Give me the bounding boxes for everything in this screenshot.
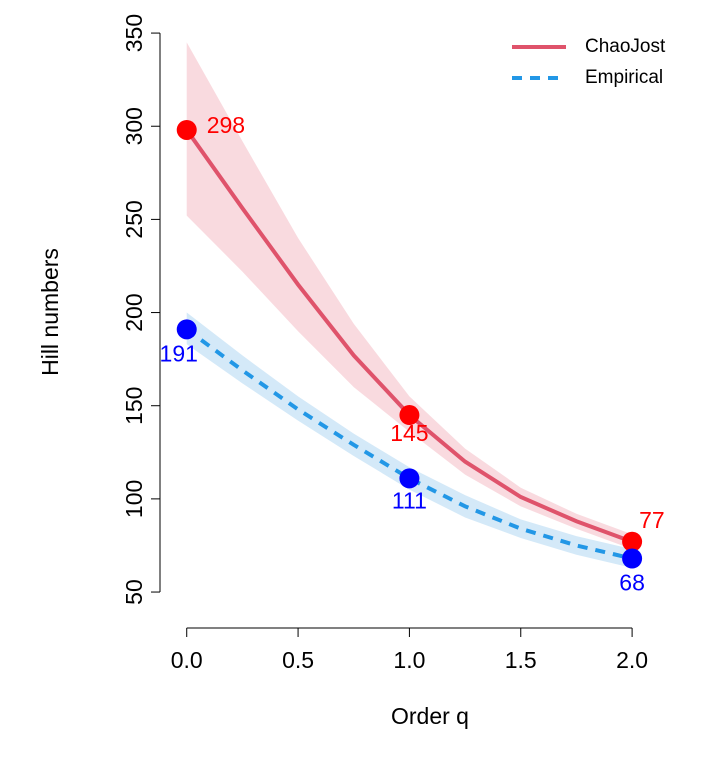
x-tick-label: 0.0 xyxy=(171,647,203,673)
value-label: 68 xyxy=(619,570,645,596)
point xyxy=(399,468,420,489)
point xyxy=(176,119,197,140)
value-label: 145 xyxy=(390,420,428,446)
point xyxy=(622,531,643,552)
x-axis-label: Order q xyxy=(391,703,469,729)
y-tick-label: 300 xyxy=(121,107,147,145)
y-axis-label: Hill numbers xyxy=(37,248,63,376)
confidence-band xyxy=(186,312,633,568)
legend-label: ChaoJost xyxy=(585,36,666,57)
value-label: 298 xyxy=(207,112,245,138)
y-tick-label: 100 xyxy=(121,480,147,518)
point xyxy=(622,548,643,569)
series-line xyxy=(185,327,633,561)
y-tick-label: 200 xyxy=(121,293,147,331)
legend-label: Empirical xyxy=(585,67,663,88)
x-tick-label: 1.0 xyxy=(393,647,425,673)
value-label: 77 xyxy=(639,507,665,533)
point xyxy=(176,319,197,340)
confidence-band xyxy=(186,42,633,550)
x-tick-label: 0.5 xyxy=(282,647,314,673)
y-tick-label: 150 xyxy=(121,387,147,425)
y-tick-label: 50 xyxy=(121,579,147,605)
y-tick-label: 250 xyxy=(121,200,147,238)
x-tick-label: 2.0 xyxy=(616,647,648,673)
value-label: 191 xyxy=(160,340,198,366)
point xyxy=(399,405,420,426)
y-tick-label: 350 xyxy=(121,14,147,52)
x-tick-label: 1.5 xyxy=(505,647,537,673)
value-label: 111 xyxy=(392,487,427,513)
